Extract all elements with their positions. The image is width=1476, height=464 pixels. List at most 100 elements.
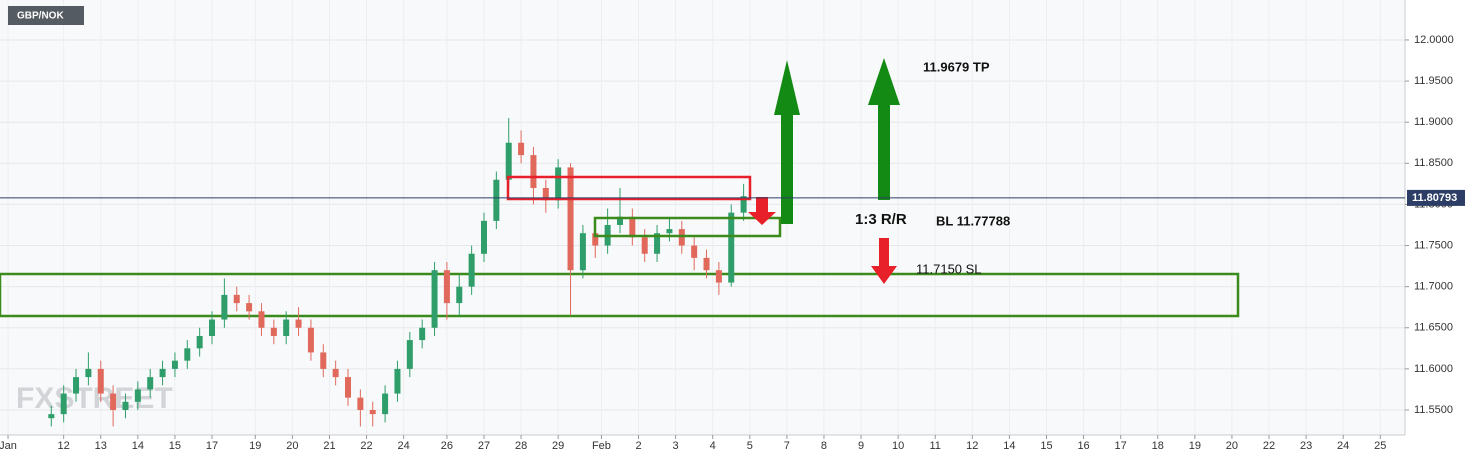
candle-body — [641, 237, 648, 254]
x-tick-label: 25 — [1374, 440, 1386, 452]
risk-reward-label: 1:3 R/R — [855, 211, 907, 228]
symbol-badge — [8, 6, 84, 25]
candle-body — [246, 303, 253, 312]
x-tick-label: 17 — [1115, 440, 1127, 452]
y-tick-label: 11.7000 — [1414, 281, 1453, 293]
candle-body — [159, 368, 166, 378]
candle-body — [456, 286, 463, 304]
x-tick-label: 4 — [710, 440, 716, 452]
candle-body — [307, 327, 314, 353]
candle-body — [134, 389, 141, 402]
x-tick-label: 13 — [95, 440, 107, 452]
x-tick-label: 29 — [552, 440, 564, 452]
y-tick-label: 11.9500 — [1414, 75, 1453, 87]
stop-arrow — [748, 197, 776, 225]
y-tick-label: 11.6000 — [1414, 363, 1453, 375]
x-tick-label: Feb — [592, 440, 611, 452]
x-tick-label: 5 — [747, 440, 753, 452]
x-tick-label: 23 — [1300, 440, 1312, 452]
candle-body — [382, 393, 389, 415]
candle-body — [629, 216, 636, 238]
last-price-badge — [1407, 189, 1465, 206]
last-price-label: 11.80793 — [1412, 192, 1457, 204]
x-tick-label: 9 — [858, 440, 864, 452]
candle-body — [480, 220, 487, 254]
candle-body — [443, 270, 450, 304]
x-tick-label: 18 — [1152, 440, 1164, 452]
entry-box — [593, 216, 782, 238]
candle-body — [567, 167, 574, 271]
candles — [48, 118, 747, 427]
candle-body — [258, 311, 265, 328]
stop-arrow — [871, 238, 897, 284]
candle-body — [555, 167, 562, 201]
x-tick-label: 17 — [206, 440, 218, 452]
candle-body — [616, 216, 623, 225]
x-tick-label: 16 — [1077, 440, 1089, 452]
x-tick-label: 7 — [784, 440, 790, 452]
y-tick-label: 12.0000 — [1414, 34, 1454, 46]
candle-body — [97, 368, 104, 394]
x-tick-label: 12 — [58, 440, 70, 452]
candle-body — [196, 335, 203, 349]
candle-body — [678, 229, 685, 246]
x-tick-label: 14 — [1003, 440, 1015, 452]
y-tick-label: 11.8500 — [1414, 157, 1453, 169]
x-tick-label: 22 — [360, 440, 372, 452]
candle-body — [283, 319, 290, 336]
candle-body — [691, 245, 698, 258]
x-tick-label: 10 — [892, 440, 904, 452]
candle-body — [579, 233, 586, 271]
candle-body — [295, 319, 302, 328]
candle-body — [147, 377, 154, 390]
candle-body — [493, 179, 500, 221]
resistance-box — [506, 175, 752, 201]
candle-body — [85, 368, 92, 378]
y-tick-label: 11.7500 — [1414, 239, 1453, 251]
x-tick-label: 20 — [286, 440, 298, 452]
candle-body — [345, 377, 352, 398]
buy-limit-label: BL 11.77788 — [936, 213, 1010, 228]
grid — [0, 0, 1405, 435]
x-tick-label: 20 — [1226, 440, 1238, 452]
x-tick-label: 24 — [398, 440, 410, 452]
x-tick-label: 11 — [930, 440, 941, 452]
candle-body — [60, 393, 67, 415]
x-tick-label: 19 — [249, 440, 261, 452]
candle-body — [110, 393, 117, 411]
take-profit-label: 11.9679 TP — [923, 59, 990, 74]
candle-body — [122, 401, 129, 411]
stop-loss-label: 11.7150 SL — [916, 261, 982, 276]
candle-body — [406, 340, 413, 369]
candle-body — [73, 377, 80, 394]
candle-body — [703, 257, 710, 271]
candle-body — [740, 196, 747, 213]
x-tick-label: 24 — [1337, 440, 1349, 452]
candle-body — [592, 233, 599, 246]
y-tick-label: 11.9000 — [1414, 116, 1453, 128]
candle-body — [518, 142, 525, 156]
candle-body — [357, 397, 364, 411]
candle-body — [505, 142, 512, 180]
x-tick-label: 22 — [1263, 440, 1275, 452]
target-arrow — [774, 60, 800, 224]
candle-body — [468, 253, 475, 287]
candle-body — [171, 360, 178, 369]
x-tick-label: 14 — [132, 440, 144, 452]
candle-body — [270, 327, 277, 336]
y-tick-label: 11.5500 — [1414, 404, 1453, 416]
watermark: FXSTREET — [16, 382, 173, 415]
x-tick-label: 21 — [323, 440, 335, 452]
x-tick-label: 3 — [673, 440, 679, 452]
x-tick-label: 12 — [966, 440, 978, 452]
candle-body — [542, 187, 549, 201]
candle-body — [221, 294, 228, 320]
x-tick-label: 28 — [515, 440, 527, 452]
candle-body — [431, 270, 438, 328]
x-tick-label: 2 — [635, 440, 641, 452]
candle-body — [184, 348, 191, 361]
x-tick-label: 26 — [441, 440, 453, 452]
candle-body — [48, 414, 55, 419]
candle-body — [369, 410, 376, 415]
